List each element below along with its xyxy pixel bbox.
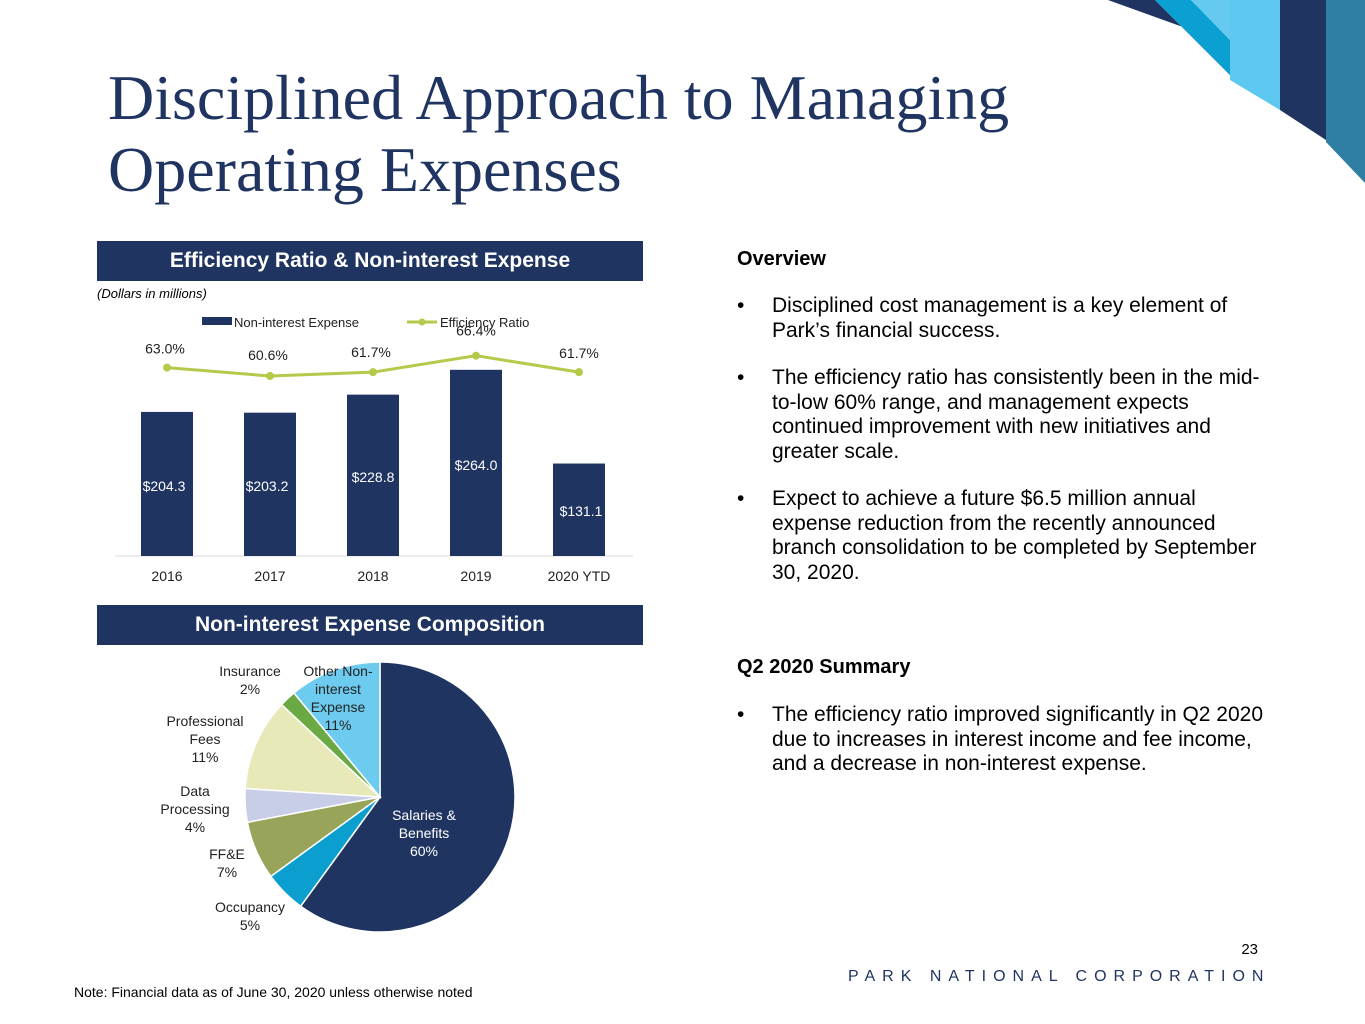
overview-bullet: The efficiency ratio has consistently be… [737,366,1277,464]
pie-slice-professional-fees [244,703,383,798]
bar-value-label: $264.0 [455,457,498,473]
x-tick-label: 2020 YTD [548,568,611,584]
bar-2017 [244,412,296,556]
bar-2019 [450,369,502,556]
pie-label-ffe: FF&E 7% [209,846,245,880]
pie-label-occupancy: Occupancy 5% [214,899,286,933]
overview-heading: Overview [737,248,826,270]
line-value-label: 63.0% [145,341,185,357]
bar-value-label: $131.1 [560,503,603,519]
summary-heading: Q2 2020 Summary [737,656,911,678]
x-tick-label: 2016 [151,568,182,584]
line-value-label: 61.7% [559,345,599,361]
x-tick-label: 2018 [357,568,388,584]
overview-bullet: Disciplined cost management is a key ele… [737,294,1277,343]
corner-decoration [1108,0,1365,183]
legend-label-bar: Non-interest Expense [234,315,359,330]
pie-label-data-processing: Data Processing 4% [160,783,230,835]
line-point [266,372,274,380]
bar-2016 [141,411,193,556]
legend-swatch-bar [202,317,232,325]
legend-marker-line [418,318,426,326]
x-tick-label: 2017 [254,568,285,584]
summary-bullet: The efficiency ratio improved significan… [737,703,1267,777]
bar-2018 [347,394,399,556]
pie-label-insurance: Insurance 2% [219,663,281,697]
units-note: (Dollars in millions) [97,286,207,301]
line-value-label: 66.4% [456,323,496,339]
expense-composition-pie [244,661,516,933]
legend-label-line: Efficiency Ratio [440,315,529,330]
chart-banner: Efficiency Ratio & Non-interest Expense [97,241,643,281]
title-line-1: Disciplined Approach to Managing [108,62,1010,133]
bar-value-label: $228.8 [352,469,395,485]
pie-label-salaries: Salaries & Benefits 60% [392,807,456,859]
pie-slice-salaries-benefits [299,661,516,933]
footnote: Note: Financial data as of June 30, 2020… [74,984,473,1000]
bar-value-label: $203.2 [246,478,289,494]
title-line-2: Operating Expenses [108,134,622,205]
pie-label-professional-fees: Professional Fees 11% [166,713,244,765]
pie-banner: Non-interest Expense Composition [97,605,643,645]
bar-value-label: $204.3 [143,478,186,494]
page-title: Disciplined Approach to Managing Operati… [108,62,1108,206]
page-number: 23 [1241,941,1258,958]
corporation-name: PARK NATIONAL CORPORATION [848,968,1271,985]
bar-2020-ytd [553,463,605,556]
efficiency-chart: Non-interest Expense Efficiency Ratio $204… [115,315,633,584]
overview-bullets: Disciplined cost management is a key ele… [737,294,1277,608]
line-point [575,368,583,377]
line-point [163,363,171,372]
overview-bullet: Expect to achieve a future $6.5 million … [737,487,1277,585]
pie-label-other: Other Non-interest Expense 11% [303,663,373,733]
line-value-label: 60.6% [248,347,288,363]
line-point [472,351,480,360]
x-tick-label: 2019 [460,568,491,584]
summary-bullets: The efficiency ratio improved significan… [737,703,1267,800]
line-point [369,368,377,377]
line-value-label: 61.7% [351,344,391,360]
pie-slice-other-non-interest-expense [292,661,381,800]
